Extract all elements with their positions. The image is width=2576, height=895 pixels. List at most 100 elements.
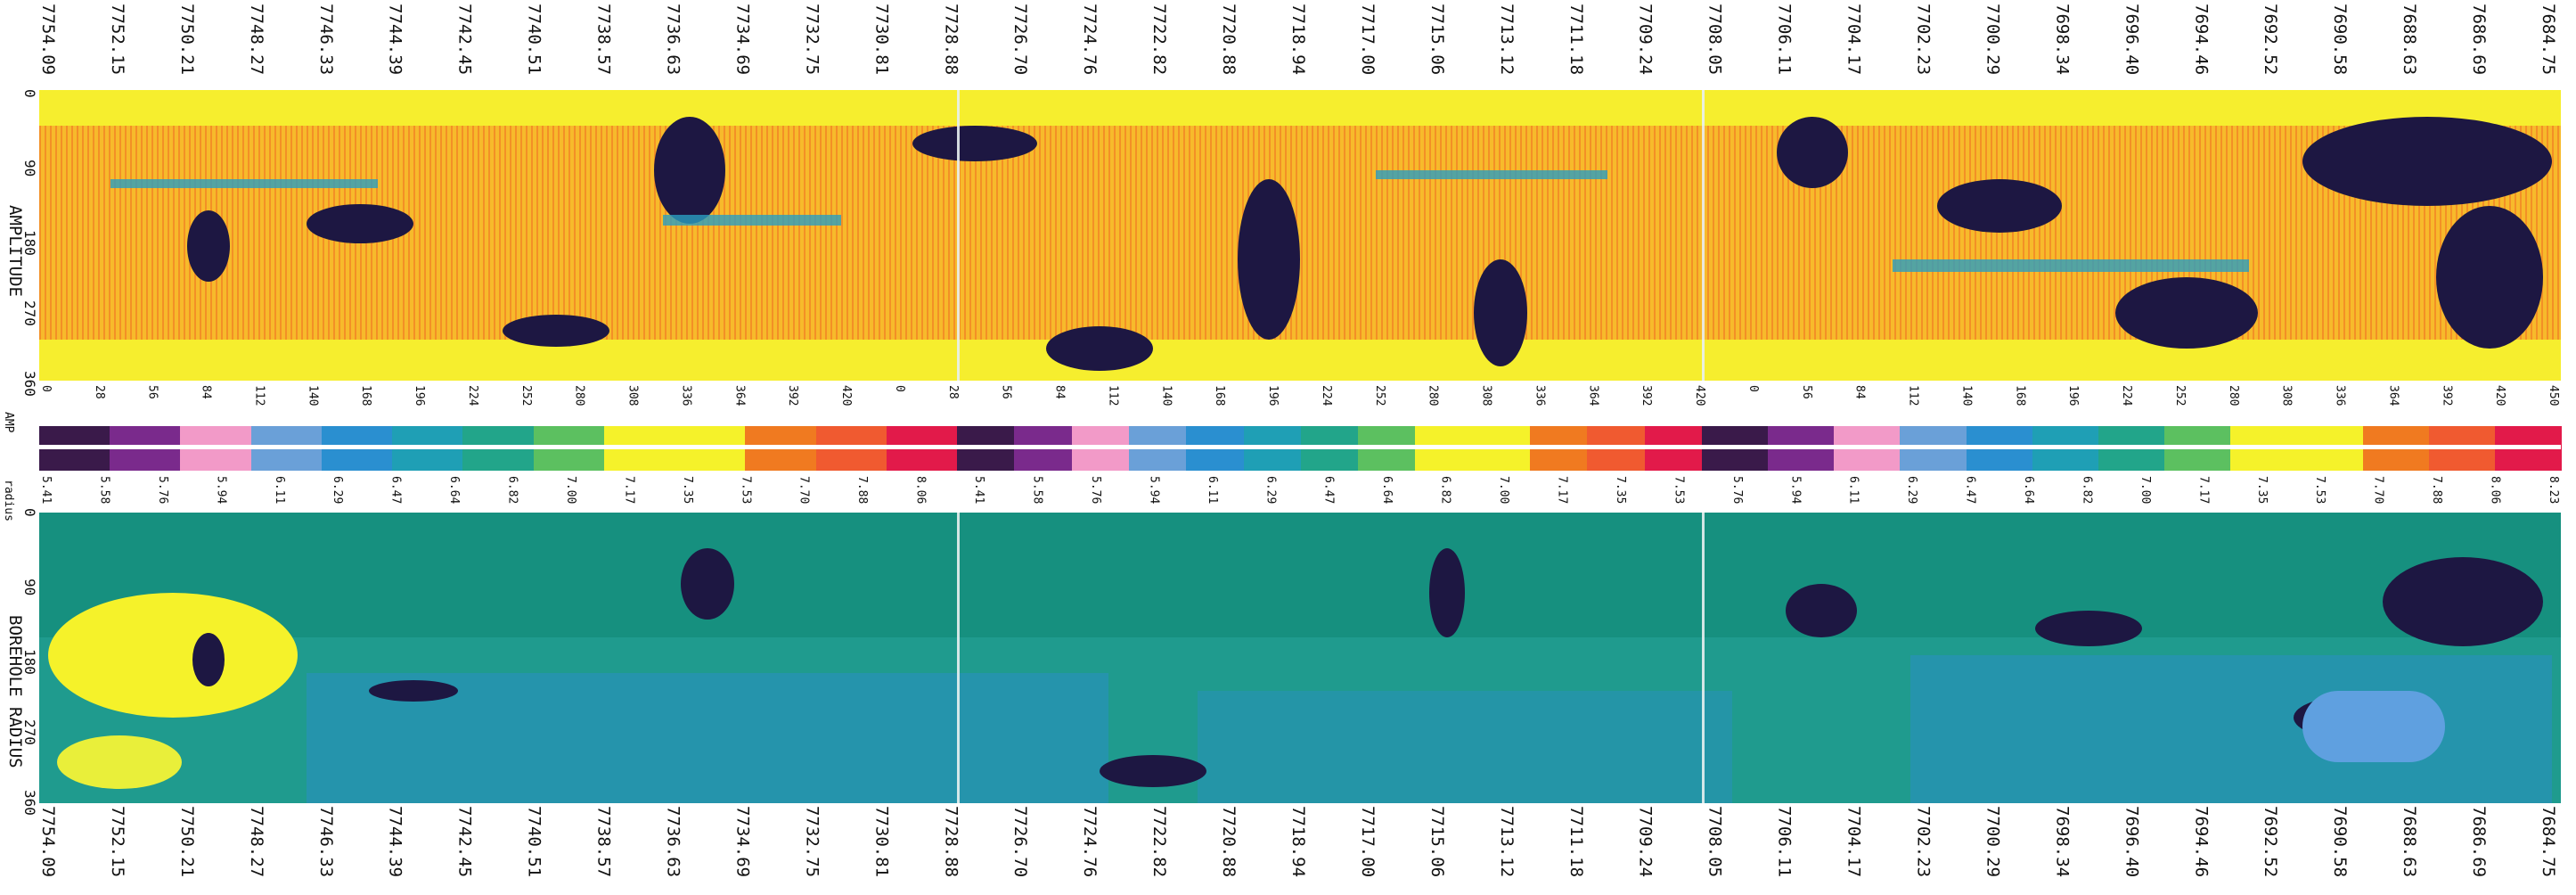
colorbar-amp-tick: 336: [679, 385, 693, 406]
colorbar-amp-tick: 168: [359, 385, 373, 406]
top-depth-label: 7686.69: [2469, 4, 2490, 76]
top-depth-label: 7742.45: [454, 4, 475, 76]
colorbar-radius-tick: 7.00: [1497, 476, 1511, 505]
amplitude-azimuth-tick: 90: [21, 160, 38, 177]
bottom-depth-label: 7742.45: [454, 806, 475, 878]
top-depth-label: 7750.21: [176, 4, 197, 76]
colorbar-radius-tick: 5.94: [1147, 476, 1161, 505]
amplitude-image: [39, 90, 2561, 381]
colorbar-amp-tick: 420: [2493, 385, 2507, 406]
bottom-depth-label: 7720.88: [1219, 806, 1239, 878]
colorbar-amp-tick: 392: [2440, 385, 2454, 406]
colorbar-radius-tick: 6.82: [505, 476, 519, 505]
colorbar-amp-tick: 196: [1266, 385, 1280, 406]
colorbar-divider: [1702, 445, 2561, 449]
colorbar-amp-tick: 56: [999, 385, 1013, 399]
amplitude-azimuth-tick: 360: [21, 371, 38, 397]
colorbar-amp-tick: 112: [252, 385, 266, 406]
bottom-depth-label: 7694.46: [2191, 806, 2212, 878]
colorbar-radius-tick: 5.94: [214, 476, 228, 505]
colorbar-amp-tick: 308: [2279, 385, 2294, 406]
colorbar-radius-tick: 7.53: [2313, 476, 2327, 505]
colorbar-radius-tick: 5.94: [1788, 476, 1803, 505]
colorbar-amp-tick: 168: [1213, 385, 1227, 406]
colorbar-amp-tick: 364: [1586, 385, 1600, 406]
colorbar-radius-tick: 6.29: [1905, 476, 1919, 505]
colorbar-amp-tick: 112: [1906, 385, 1920, 406]
bottom-depth-label: 7752.15: [107, 806, 127, 878]
colorbar-radius-tick: 8.23: [2547, 476, 2560, 505]
colorbar-radius-tick: 5.76: [1730, 476, 1744, 505]
top-depth-label: 7746.33: [315, 4, 336, 76]
colorbar-segment: [39, 426, 958, 471]
bottom-depth-label: 7750.21: [176, 806, 197, 878]
colorbar-amp-tick: 420: [1693, 385, 1707, 406]
bottom-depth-label: 7726.70: [1010, 806, 1031, 878]
colorbar-radius-tick: 6.82: [2080, 476, 2094, 505]
top-depth-label: 7692.52: [2261, 4, 2281, 76]
bottom-depth-label: 7746.33: [315, 806, 336, 878]
bottom-depth-label: 7700.29: [1983, 806, 2003, 878]
amplitude-title: AMPLITUDE: [5, 205, 25, 297]
radius-azimuth-tick: 90: [21, 579, 38, 596]
bottom-depth-label: 7748.27: [246, 806, 266, 878]
colorbar-amp-tick: 336: [2333, 385, 2347, 406]
colorbar-radius-tick: 7.35: [1613, 476, 1627, 505]
colorbar-amp-tick: 196: [413, 385, 427, 406]
colorbar-amp-tick: 420: [839, 385, 854, 406]
bottom-depth-label: 7704.17: [1844, 806, 1864, 878]
radius-title: BOREHOLE RADIUS: [5, 615, 25, 768]
top-depth-label: 7740.51: [524, 4, 544, 76]
bottom-depth-label: 7740.51: [524, 806, 544, 878]
bottom-depth-label: 7709.24: [1635, 806, 1656, 878]
colorbar-amp-tick: 280: [1426, 385, 1440, 406]
colorbar-amp-tick: 140: [306, 385, 320, 406]
colorbar-amp-tick: 252: [2172, 385, 2187, 406]
colorbar-amp-tick: 364: [2386, 385, 2400, 406]
top-depth-label: 7752.15: [107, 4, 127, 76]
bottom-depth-label: 7722.82: [1149, 806, 1170, 878]
top-depth-label: 7713.12: [1496, 4, 1517, 76]
bottom-depth-label: 7724.76: [1080, 806, 1100, 878]
colorbar-amp-tick: 364: [732, 385, 747, 406]
colorbar-radius-tick: 6.11: [1846, 476, 1860, 505]
colorbar-radius-tick: 7.53: [1672, 476, 1686, 505]
top-depth-label: 7744.39: [385, 4, 405, 76]
colorbar-radius-tick: 7.88: [855, 476, 870, 505]
image-seam: [957, 90, 960, 381]
top-depth-label: 7708.05: [1705, 4, 1725, 76]
colorbar-amp-tick: 84: [1852, 385, 1867, 399]
colorbar-amp-tick: 252: [1372, 385, 1386, 406]
bottom-depth-label: 7718.94: [1288, 806, 1308, 878]
colorbar-amp-tick: 84: [1052, 385, 1067, 399]
colorbar-radius-tick: 6.47: [1963, 476, 1977, 505]
top-depth-label: 7748.27: [246, 4, 266, 76]
radius-image-graphic: [39, 513, 2561, 803]
colorbar-amp-tick: 112: [1106, 385, 1120, 406]
bottom-depth-label: 7732.75: [802, 806, 822, 878]
top-depth-label: 7730.81: [871, 4, 892, 76]
colorbar-amp-tick: 56: [1799, 385, 1813, 399]
top-depth-label: 7694.46: [2191, 4, 2212, 76]
top-depth-label: 7696.40: [2122, 4, 2142, 76]
top-depth-label: 7709.24: [1635, 4, 1656, 76]
colorbar-amp-tick: 336: [1533, 385, 1547, 406]
bottom-depth-label: 7728.88: [941, 806, 961, 878]
amplitude-azimuth-tick: 270: [21, 300, 38, 326]
bottom-depth-label: 7744.39: [385, 806, 405, 878]
colorbar-radius-label: radius: [2, 480, 15, 521]
colorbar-radius-tick: 7.53: [739, 476, 753, 505]
colorbar-radius-tick: 7.35: [2254, 476, 2269, 505]
bottom-depth-label: 7706.11: [1774, 806, 1795, 878]
bottom-depth-label: 7708.05: [1705, 806, 1725, 878]
colorbar-amp-tick: 224: [1319, 385, 1333, 406]
top-depth-label: 7688.63: [2400, 4, 2420, 76]
colorbar-amp-tick: 308: [626, 385, 640, 406]
colorbar-radius-tick: 6.29: [1263, 476, 1278, 505]
colorbar-radius-tick: 6.82: [1438, 476, 1452, 505]
colorbar-amp-tick: 168: [2013, 385, 2027, 406]
bottom-depth-label: 7736.63: [663, 806, 683, 878]
borehole-radius-image: [39, 513, 2561, 803]
colorbar-amp-tick: 28: [945, 385, 960, 399]
colorbar-radius-tick: 5.41: [972, 476, 986, 505]
